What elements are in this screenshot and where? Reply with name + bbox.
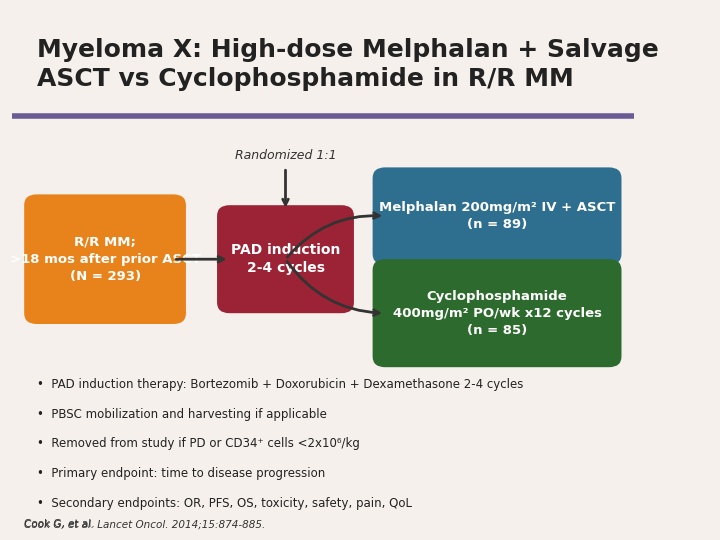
Text: R/R MM;
>18 mos after prior ASCT
(N = 293): R/R MM; >18 mos after prior ASCT (N = 29…: [9, 235, 200, 283]
Text: Myeloma X: High-dose Melphalan + Salvage
ASCT vs Cyclophosphamide in R/R MM: Myeloma X: High-dose Melphalan + Salvage…: [37, 38, 658, 91]
FancyBboxPatch shape: [217, 205, 354, 313]
Text: Randomized 1:1: Randomized 1:1: [235, 149, 336, 162]
Text: Melphalan 200mg/m² IV + ASCT
(n = 89): Melphalan 200mg/m² IV + ASCT (n = 89): [379, 201, 615, 231]
Text: •  Primary endpoint: time to disease progression: • Primary endpoint: time to disease prog…: [37, 467, 325, 480]
Text: •  Secondary endpoints: OR, PFS, OS, toxicity, safety, pain, QoL: • Secondary endpoints: OR, PFS, OS, toxi…: [37, 497, 412, 510]
FancyBboxPatch shape: [373, 167, 621, 265]
Text: •  PAD induction therapy: Bortezomib + Doxorubicin + Dexamethasone 2-4 cycles: • PAD induction therapy: Bortezomib + Do…: [37, 378, 523, 391]
FancyBboxPatch shape: [373, 259, 621, 367]
FancyBboxPatch shape: [24, 194, 186, 324]
Text: Cook G, et al.: Cook G, et al.: [24, 519, 98, 529]
Text: Cook G, et al. Lancet Oncol. 2014;15:874-885.: Cook G, et al. Lancet Oncol. 2014;15:874…: [24, 519, 266, 529]
Text: •  PBSC mobilization and harvesting if applicable: • PBSC mobilization and harvesting if ap…: [37, 408, 326, 421]
Text: •  Removed from study if PD or CD34⁺ cells <2x10⁶/kg: • Removed from study if PD or CD34⁺ cell…: [37, 437, 359, 450]
Text: PAD induction
2-4 cycles: PAD induction 2-4 cycles: [231, 243, 340, 275]
Text: Cyclophosphamide
400mg/m² PO/wk x12 cycles
(n = 85): Cyclophosphamide 400mg/m² PO/wk x12 cycl…: [392, 289, 601, 337]
